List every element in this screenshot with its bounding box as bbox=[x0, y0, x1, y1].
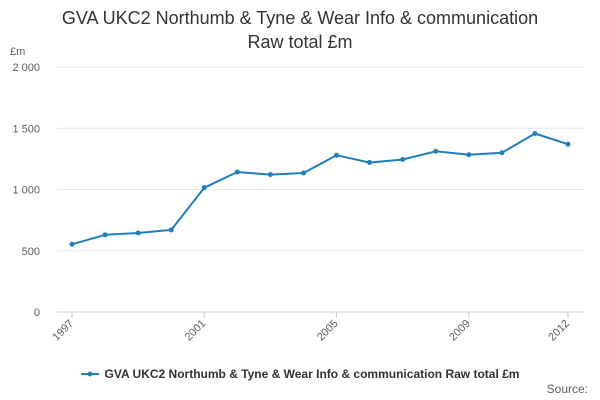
data-point bbox=[267, 172, 273, 178]
x-tick-label: 2009 bbox=[447, 318, 473, 344]
data-point bbox=[466, 152, 472, 158]
x-tick-label: 1997 bbox=[50, 318, 76, 344]
x-tick-label: 2001 bbox=[183, 318, 209, 344]
data-point bbox=[201, 185, 207, 191]
y-tick-label: 500 bbox=[22, 246, 40, 258]
y-tick-label: 0 bbox=[34, 307, 40, 319]
data-point bbox=[102, 232, 108, 238]
data-point bbox=[135, 230, 141, 236]
grid-lines bbox=[57, 66, 585, 252]
data-point bbox=[300, 170, 306, 176]
source-label: Source: bbox=[546, 382, 588, 396]
data-point bbox=[168, 227, 174, 233]
legend-swatch bbox=[80, 371, 99, 377]
chart-title-line-2: Raw total £m bbox=[247, 32, 353, 52]
y-tick-label: 2 000 bbox=[12, 62, 40, 74]
data-point bbox=[400, 156, 406, 162]
data-point bbox=[565, 141, 571, 147]
y-axis-unit-label: £m bbox=[10, 46, 26, 58]
y-tick-label: 1 500 bbox=[12, 123, 40, 135]
axes bbox=[57, 311, 585, 318]
chart-title: GVA UKC2 Northumb & Tyne & Wear Info & c… bbox=[0, 6, 600, 54]
data-point bbox=[433, 148, 439, 154]
legend-swatch-marker bbox=[87, 371, 93, 377]
data-point bbox=[532, 131, 538, 137]
legend-item-label: GVA UKC2 Northumb & Tyne & Wear Info & c… bbox=[104, 366, 520, 381]
tick-labels: 0 500 1 000 1 500 2 000 1997 2001 2005 2009 2012 bbox=[12, 62, 572, 343]
chart-title-line-1: GVA UKC2 Northumb & Tyne & Wear Info & c… bbox=[61, 8, 539, 28]
x-tick-label: 2005 bbox=[315, 318, 341, 344]
x-tick-label: 2012 bbox=[546, 318, 572, 344]
data-point bbox=[367, 160, 373, 166]
legend[interactable]: GVA UKC2 Northumb & Tyne & Wear Info & c… bbox=[0, 366, 600, 381]
data-point bbox=[499, 150, 505, 156]
y-tick-label: 1 000 bbox=[12, 185, 40, 197]
data-point bbox=[334, 152, 340, 158]
series-line bbox=[71, 132, 569, 246]
series-layer bbox=[69, 131, 571, 247]
data-point bbox=[234, 169, 240, 175]
data-point bbox=[69, 241, 75, 247]
